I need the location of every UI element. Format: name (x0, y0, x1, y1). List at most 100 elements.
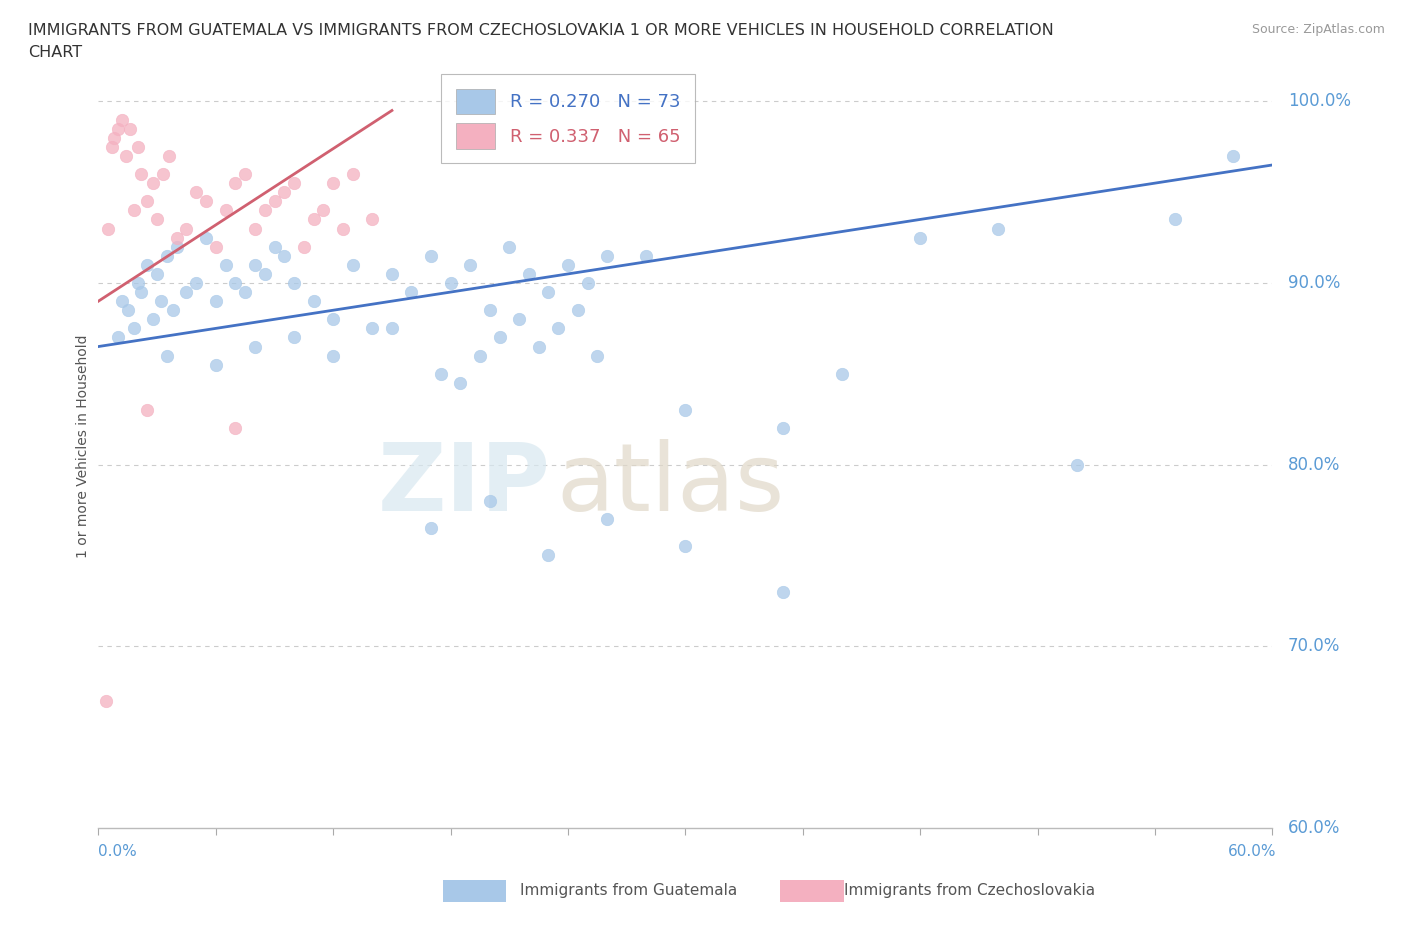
Point (122, 203, 145, 218)
Point (675, 403, 697, 418)
Point (224, 176, 246, 191)
Point (1066, 458, 1088, 472)
Point (987, 221, 1010, 236)
Point (283, 330, 305, 345)
Point (468, 348, 491, 363)
Point (527, 339, 550, 354)
Point (342, 258, 364, 272)
Point (636, 248, 658, 263)
Text: 80.0%: 80.0% (1288, 456, 1340, 473)
Point (322, 348, 344, 363)
Point (537, 285, 560, 299)
Point (142, 176, 165, 191)
Point (205, 294, 228, 309)
Point (488, 330, 510, 345)
Point (117, 303, 139, 318)
Point (156, 248, 179, 263)
Point (430, 366, 453, 381)
Point (567, 303, 589, 318)
Point (195, 193, 218, 208)
Point (283, 176, 305, 191)
Point (136, 403, 159, 418)
Point (273, 185, 295, 200)
Point (243, 221, 266, 236)
Point (1222, 149, 1244, 164)
Point (263, 239, 285, 254)
Point (322, 312, 344, 326)
Point (243, 258, 266, 272)
Point (831, 366, 853, 381)
Point (508, 312, 530, 326)
Point (675, 538, 697, 553)
Point (517, 267, 540, 282)
Point (118, 121, 141, 136)
Point (537, 548, 560, 563)
Text: 70.0%: 70.0% (1288, 637, 1340, 655)
Point (596, 512, 619, 526)
Point (458, 258, 481, 272)
Point (162, 303, 184, 318)
Point (136, 258, 159, 272)
Point (205, 357, 228, 372)
Y-axis label: 1 or more Vehicles in Household: 1 or more Vehicles in Household (76, 335, 90, 558)
Text: 90.0%: 90.0% (1288, 274, 1340, 292)
Text: IMMIGRANTS FROM GUATEMALA VS IMMIGRANTS FROM CZECHOSLOVAKIA 1 OR MORE VEHICLES I: IMMIGRANTS FROM GUATEMALA VS IMMIGRANTS … (28, 23, 1054, 38)
Point (772, 420, 794, 435)
Point (302, 212, 325, 227)
Point (312, 203, 335, 218)
Point (302, 294, 325, 309)
Point (273, 248, 295, 263)
Point (101, 140, 124, 154)
Point (214, 203, 236, 218)
Point (586, 348, 609, 363)
Point (96, 693, 118, 708)
Text: 0.0%: 0.0% (98, 844, 138, 859)
Point (111, 294, 134, 309)
Point (157, 149, 180, 164)
Point (292, 239, 315, 254)
Point (166, 239, 188, 254)
Point (420, 521, 443, 536)
Point (103, 130, 125, 145)
Point (478, 494, 501, 509)
Point (772, 584, 794, 599)
Point (263, 193, 285, 208)
Point (253, 267, 276, 282)
Point (332, 221, 354, 236)
Point (243, 339, 266, 354)
Point (205, 239, 228, 254)
Point (186, 185, 208, 200)
Point (547, 321, 569, 336)
Point (97, 221, 120, 236)
Point (111, 113, 134, 127)
Text: Source: ZipAtlas.com: Source: ZipAtlas.com (1251, 23, 1385, 36)
Legend: R = 0.270   N = 73, R = 0.337   N = 65: R = 0.270 N = 73, R = 0.337 N = 65 (441, 74, 695, 163)
Point (439, 275, 461, 290)
Point (131, 166, 153, 181)
Text: 60.0%: 60.0% (1229, 844, 1277, 859)
Point (908, 230, 931, 245)
Point (322, 176, 344, 191)
Point (114, 149, 136, 164)
Point (342, 166, 364, 181)
Point (478, 303, 501, 318)
Point (131, 285, 153, 299)
Text: Immigrants from Czechoslovakia: Immigrants from Czechoslovakia (844, 884, 1095, 898)
Point (233, 166, 256, 181)
Point (361, 212, 384, 227)
Point (152, 166, 174, 181)
Point (150, 294, 173, 309)
Point (498, 239, 520, 254)
Point (186, 275, 208, 290)
Point (1163, 212, 1185, 227)
Point (224, 275, 246, 290)
Text: Immigrants from Guatemala: Immigrants from Guatemala (520, 884, 738, 898)
Point (361, 321, 384, 336)
Point (107, 330, 129, 345)
Point (176, 285, 198, 299)
Text: 100.0%: 100.0% (1288, 92, 1351, 111)
Text: ZIP: ZIP (378, 439, 550, 530)
Point (176, 221, 198, 236)
Point (224, 420, 246, 435)
Point (142, 312, 165, 326)
